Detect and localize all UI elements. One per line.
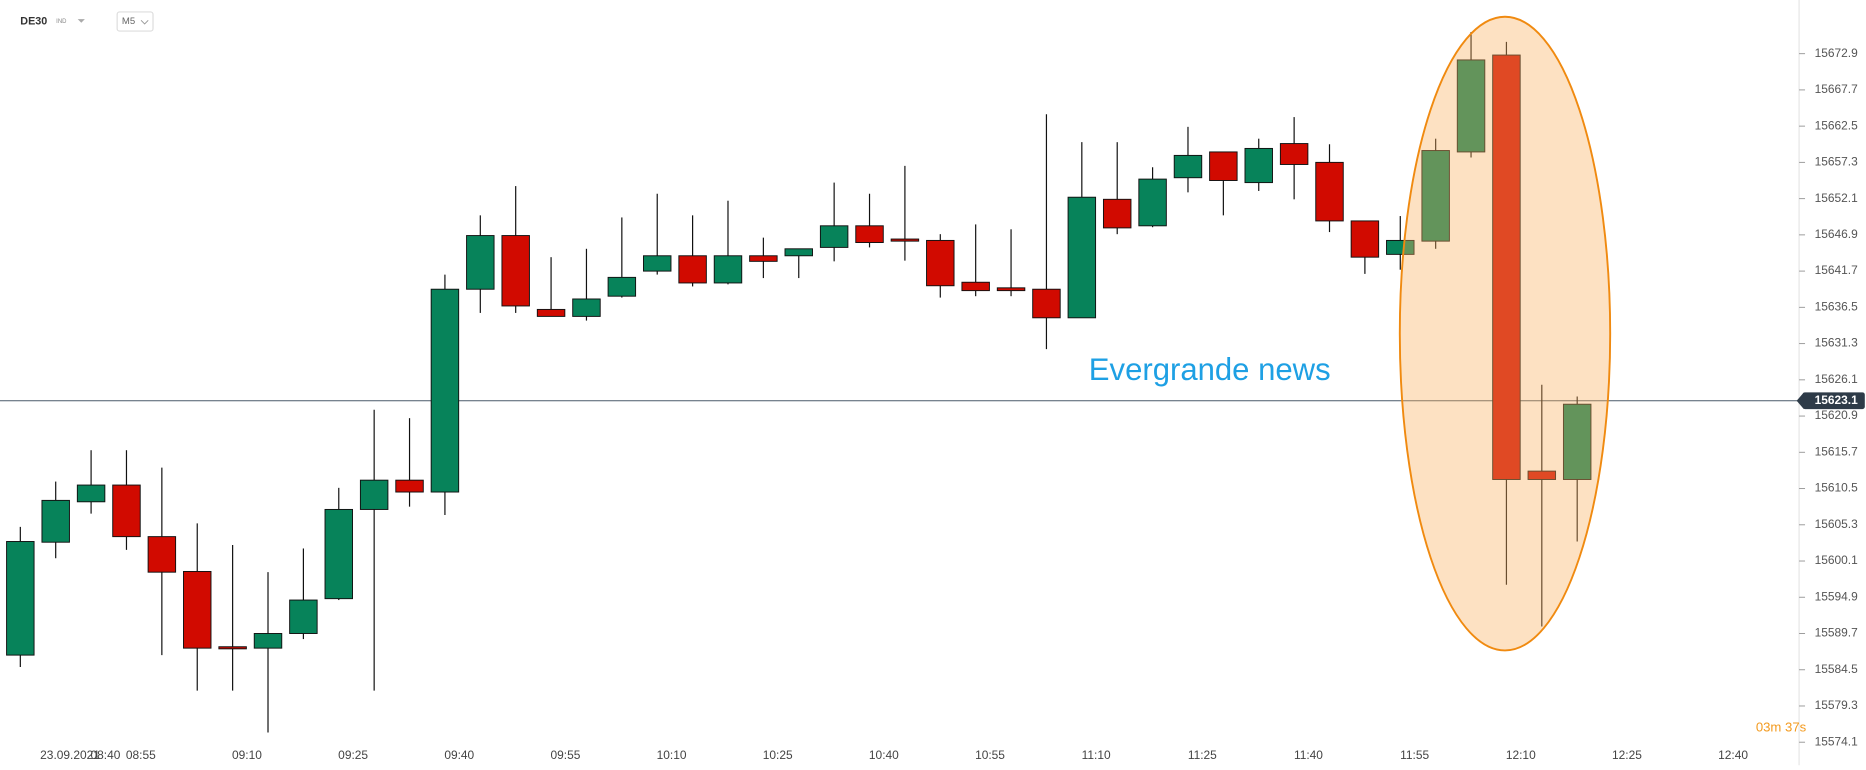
candle-body xyxy=(395,479,424,493)
candle-body xyxy=(253,633,283,649)
last-price-pointer xyxy=(1796,392,1804,410)
candle-body xyxy=(76,484,106,503)
candle-body xyxy=(1102,198,1132,229)
candle-body xyxy=(819,225,849,248)
y-tick-label: 15574.1 xyxy=(1815,734,1859,748)
last-price-box xyxy=(1802,392,1865,410)
x-tick-label: 09:10 xyxy=(232,748,262,762)
highlight-ellipse xyxy=(1398,15,1612,652)
x-tick-label: 11:25 xyxy=(1188,748,1217,762)
x-tick-label: 10:25 xyxy=(763,748,793,762)
candle-body xyxy=(572,298,601,317)
candle-body xyxy=(41,499,70,543)
y-tick-label: 15620.9 xyxy=(1815,408,1859,422)
candle-body xyxy=(1492,54,1521,480)
candle-body xyxy=(1456,59,1486,153)
dropdown-arrow[interactable] xyxy=(77,19,85,23)
candle-body xyxy=(112,484,141,538)
x-tick-label: 09:25 xyxy=(338,748,368,762)
y-tick-label: 15657.3 xyxy=(1815,155,1859,169)
x-tick-label: 08:40 xyxy=(90,748,120,762)
candle-body xyxy=(1562,403,1592,480)
symbol[interactable]: DE30 xyxy=(20,15,47,27)
candle-body xyxy=(1032,288,1061,319)
y-tick-label: 15605.3 xyxy=(1815,517,1859,531)
x-tick-label: 23.09.2021 xyxy=(40,748,100,762)
interval-button[interactable] xyxy=(116,11,154,32)
y-tick-label: 15584.5 xyxy=(1815,662,1859,676)
candle-body xyxy=(147,536,177,573)
candle-body xyxy=(1067,196,1097,319)
x-tick-label: 12:25 xyxy=(1612,748,1642,762)
candle-body xyxy=(289,599,318,634)
y-tick-label: 15579.3 xyxy=(1815,698,1859,712)
x-tick-label: 11:55 xyxy=(1400,748,1429,762)
y-tick-label: 15594.9 xyxy=(1815,589,1859,603)
candle-body xyxy=(1244,147,1273,184)
x-tick-label: 10:55 xyxy=(975,748,1005,762)
candle-body xyxy=(1138,178,1167,227)
x-tick-label: 11:40 xyxy=(1294,748,1323,762)
candle-body xyxy=(218,646,247,650)
candle-body xyxy=(749,255,778,262)
y-tick-label: 15646.9 xyxy=(1815,227,1859,241)
candle-body xyxy=(1527,470,1557,480)
y-tick-label: 15610.5 xyxy=(1815,481,1859,495)
x-tick-label: 09:40 xyxy=(444,748,474,762)
candle-body xyxy=(642,255,672,272)
x-tick-label: 10:10 xyxy=(657,748,687,762)
candle-body xyxy=(183,570,212,649)
candle-body xyxy=(501,235,530,307)
candle-body xyxy=(607,276,637,297)
candle-body xyxy=(926,239,955,287)
y-tick-label: 15615.7 xyxy=(1815,444,1859,458)
y-tick-label: 15636.5 xyxy=(1815,299,1859,313)
candle-body xyxy=(1279,143,1309,165)
y-tick-label: 15667.7 xyxy=(1815,82,1859,96)
y-tick-label: 15641.7 xyxy=(1815,263,1859,277)
candle-body xyxy=(678,255,707,284)
candle-body xyxy=(1386,239,1415,255)
annotation: Evergrande news xyxy=(1089,352,1331,387)
candle-body xyxy=(324,508,353,600)
x-tick-label: 09:55 xyxy=(550,748,580,762)
last-price-label: 15623.1 xyxy=(1815,393,1859,407)
candle-body xyxy=(536,308,566,317)
candle-body xyxy=(996,287,1026,292)
candle-body xyxy=(784,248,813,257)
candle-body xyxy=(961,281,990,292)
candle-body xyxy=(1421,150,1450,242)
candle-body xyxy=(430,288,460,493)
y-tick-label: 15652.1 xyxy=(1815,191,1859,205)
x-tick-label: 12:10 xyxy=(1506,748,1536,762)
interval-arrow xyxy=(140,19,149,25)
y-tick-label: 15626.1 xyxy=(1815,372,1859,386)
interval[interactable]: M5 xyxy=(122,16,135,27)
candle-body xyxy=(1315,161,1344,222)
candle-body xyxy=(855,225,884,244)
x-tick-label: 11:10 xyxy=(1082,748,1111,762)
candle-body xyxy=(359,479,389,510)
y-tick-label: 15589.7 xyxy=(1815,626,1859,640)
y-tick-label: 15662.5 xyxy=(1815,118,1859,132)
candle-body xyxy=(890,238,920,242)
y-tick-label: 15672.9 xyxy=(1815,46,1859,60)
candle-body xyxy=(1209,151,1238,181)
market: IND xyxy=(56,19,67,25)
candle-body xyxy=(713,255,743,284)
y-tick-label: 15631.3 xyxy=(1815,336,1859,350)
x-tick-label: 08:55 xyxy=(126,748,156,762)
countdown: 03m 37s xyxy=(1756,720,1807,735)
x-tick-label: 10:40 xyxy=(869,748,899,762)
y-tick-label: 15600.1 xyxy=(1815,553,1859,567)
x-tick-label: 12:40 xyxy=(1718,748,1748,762)
candle-body xyxy=(466,235,495,290)
candle-body xyxy=(1173,154,1203,179)
candle-body xyxy=(1350,220,1380,258)
candle-body xyxy=(6,541,35,656)
